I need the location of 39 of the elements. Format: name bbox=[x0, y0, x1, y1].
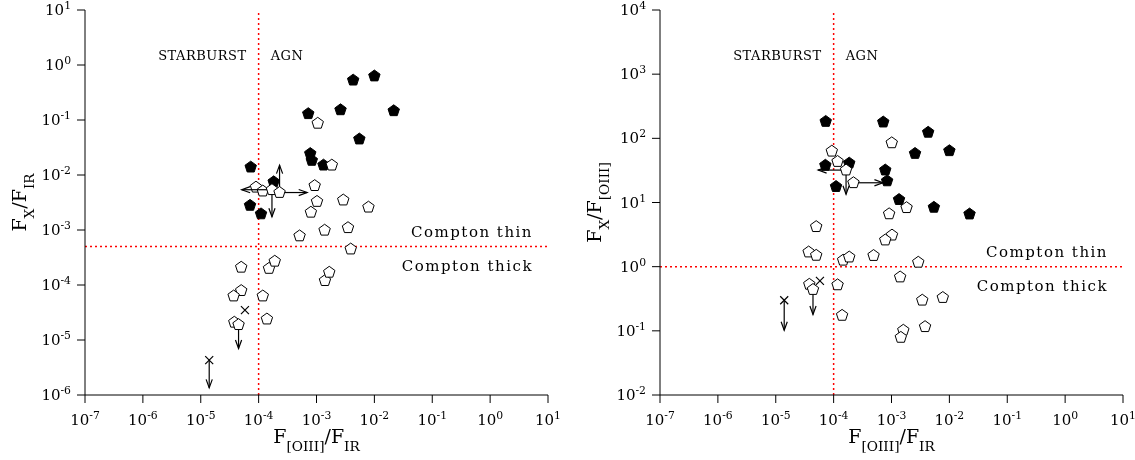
y-tick-label: 10$^{-5}$ bbox=[41, 328, 72, 349]
x-tick-label: 10$^{-7}$ bbox=[70, 408, 100, 429]
x-tick-label: 10$^{-2}$ bbox=[934, 408, 965, 429]
y-tick-label: 10$^{4}$ bbox=[620, 0, 647, 19]
x-tick-label: 10$^{-1}$ bbox=[992, 408, 1023, 429]
y-tick-label: 10$^{-4}$ bbox=[41, 273, 72, 294]
x-tick-label: 10$^{-5}$ bbox=[185, 408, 216, 429]
x-tick-label: 10$^{-1}$ bbox=[417, 408, 448, 429]
annotation: STARBURST bbox=[733, 48, 822, 63]
y-tick-label: 10$^{2}$ bbox=[620, 126, 646, 148]
x-tick-label: 10$^{0}$ bbox=[1052, 408, 1079, 429]
annotation: AGN bbox=[844, 48, 879, 63]
x-tick-label: 10$^{-5}$ bbox=[760, 408, 791, 429]
x-tick-label: 10$^{-2}$ bbox=[359, 408, 390, 429]
annotation: STARBURST bbox=[158, 48, 247, 63]
annotation: Compton thin bbox=[411, 222, 533, 241]
y-tick-label: 10$^{-3}$ bbox=[41, 218, 72, 239]
annotation: AGN bbox=[269, 48, 304, 63]
y-tick-label: 10$^{1}$ bbox=[45, 0, 71, 19]
y-tick-label: 10$^{-2}$ bbox=[616, 383, 646, 404]
x-tick-label: 10$^{0}$ bbox=[477, 408, 504, 429]
y-tick-label: 10$^{-1}$ bbox=[41, 108, 71, 129]
x-tick-label: 10$^{-6}$ bbox=[128, 408, 158, 429]
y-tick-label: 10$^{-1}$ bbox=[616, 319, 646, 340]
x-tick-label: 10$^{1}$ bbox=[535, 408, 561, 429]
y-tick-label: 10$^{1}$ bbox=[620, 191, 646, 212]
y-tick-label: 10$^{3}$ bbox=[620, 62, 647, 84]
x-tick-label: 10$^{1}$ bbox=[1110, 408, 1135, 429]
annotation: Compton thick bbox=[401, 256, 533, 275]
x-tick-label: 10$^{-7}$ bbox=[645, 408, 675, 429]
y-tick-label: 10$^{0}$ bbox=[45, 53, 72, 74]
y-tick-label: 10$^{-6}$ bbox=[41, 383, 72, 404]
x-tick-label: 10$^{-4}$ bbox=[243, 408, 274, 429]
x-tick-label: 10$^{-4}$ bbox=[818, 408, 849, 429]
annotation: Compton thick bbox=[976, 276, 1108, 295]
annotation: Compton thin bbox=[986, 242, 1108, 261]
x-tick-label: 10$^{-6}$ bbox=[703, 408, 733, 429]
y-tick-label: 10$^{0}$ bbox=[620, 255, 647, 276]
y-tick-label: 10$^{-2}$ bbox=[41, 163, 71, 184]
